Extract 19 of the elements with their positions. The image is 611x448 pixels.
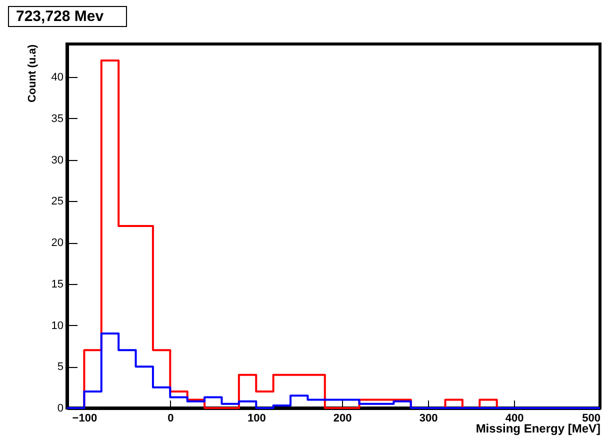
y-tick-label: 40: [51, 72, 64, 84]
y-tick-label: 10: [51, 320, 64, 332]
x-tick-label: 500: [582, 412, 600, 424]
y-tick-label: 0: [57, 402, 64, 414]
x-tick-label: 400: [505, 412, 524, 424]
x-tick-label: 200: [333, 412, 352, 424]
y-tick-label: 30: [51, 154, 64, 166]
y-axis-title: Count (u.a): [26, 44, 38, 103]
x-axis-title: Missing Energy [MeV]: [476, 422, 601, 436]
y-tick-label: 20: [51, 237, 64, 250]
x-tick-label: 0: [168, 412, 174, 424]
y-tick-label: 15: [51, 278, 64, 290]
x-tick-label: −100: [72, 412, 98, 424]
x-tick-label: 100: [247, 412, 266, 424]
y-tick-label: 25: [51, 196, 64, 208]
x-tick-label: 300: [419, 412, 438, 424]
y-tick-label: 5: [57, 361, 64, 374]
chart-title: 723,728 Mev: [8, 6, 127, 27]
y-tick-label: 35: [51, 112, 64, 125]
